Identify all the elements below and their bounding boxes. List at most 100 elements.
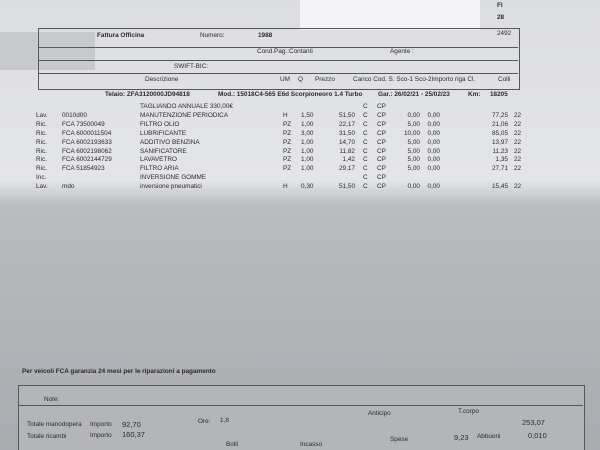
table-cell: C — [363, 174, 368, 182]
table-cell: C — [363, 165, 368, 173]
table-cell: PZ — [283, 120, 292, 128]
table-cell: FCA 6000011504 — [62, 129, 112, 137]
table-cell: CP — [377, 111, 386, 119]
table-cell: mdo — [62, 183, 75, 191]
table-cell: 51,50 — [339, 183, 355, 191]
table-cell: 0,00 — [427, 120, 440, 128]
table-cell: 0,00 — [427, 183, 440, 191]
table-cell: 0,00 — [427, 129, 440, 137]
table-cell: C — [363, 120, 368, 128]
text: Cond.Pag.:Contanti — [257, 48, 313, 55]
table-cell: CP — [377, 165, 386, 173]
table-cell: 5,00 — [407, 156, 420, 164]
table-cell: CP — [377, 174, 386, 182]
table-cell: 85,05 — [492, 129, 508, 137]
header-box — [38, 28, 520, 90]
totals-box — [18, 385, 585, 450]
table-cell: SANIFICATORE — [140, 147, 187, 155]
table-cell: 3,00 — [301, 129, 314, 137]
table-cell: C — [363, 183, 368, 191]
table-cell: 29,17 — [339, 165, 355, 173]
table-cell: Ric. — [36, 129, 48, 137]
table-cell: PZ — [283, 138, 292, 146]
column-header: Q — [298, 76, 303, 83]
table-cell: 0,00 — [427, 156, 440, 164]
table-cell: 1,00 — [301, 147, 314, 155]
table-cell: FCA 73500049 — [62, 120, 105, 128]
table-cell: PZ — [283, 165, 292, 173]
table-cell: 5,00 — [407, 120, 420, 128]
text: Per veicoli FCA garanzia 24 mesi per le … — [22, 368, 216, 375]
table-cell: C — [363, 103, 368, 110]
rule — [38, 60, 518, 61]
table-cell: CP — [377, 147, 386, 155]
text: 2492 — [497, 30, 512, 37]
table-cell: CP — [377, 103, 386, 110]
table-cell: FILTRO ARIA — [140, 165, 179, 173]
table-cell: 1,42 — [342, 156, 355, 164]
table-cell: 1,00 — [301, 138, 314, 146]
table-cell: 5,00 — [407, 165, 420, 173]
table-cell: 1,50 — [301, 111, 314, 119]
table-cell: 22 — [514, 165, 522, 173]
table-cell: H — [283, 111, 288, 119]
column-header: Colli — [498, 76, 511, 83]
text: Ore: — [198, 418, 211, 425]
table-cell: inversione pneumatici — [140, 183, 202, 191]
text: Anticipo — [368, 410, 391, 417]
table-cell: 77,25 — [492, 111, 508, 119]
table-cell: Inc. — [36, 174, 47, 182]
table-cell: PZ — [283, 147, 292, 155]
text: Totale ricambi — [27, 433, 67, 440]
table-cell: 10,00 — [404, 129, 420, 137]
redacted — [300, 0, 480, 30]
table-cell: 22 — [514, 147, 522, 155]
table-cell: 13,97 — [492, 138, 508, 146]
text: Mod.: 15018C4-565 E6d Scorpioneoro 1.4 T… — [218, 91, 363, 98]
rule — [38, 47, 518, 48]
table-cell: ADDITIVO BENZINA — [140, 138, 200, 146]
table-cell: 51,50 — [339, 111, 355, 119]
rule — [18, 405, 583, 406]
text: 1,8 — [220, 417, 229, 424]
text: Gar.: 26/02/21 - 25/02/23 — [378, 91, 450, 98]
text: Telaio: ZFA3120000JD94818 — [105, 91, 190, 98]
table-cell: 15,45 — [492, 183, 508, 191]
table-cell: 22 — [514, 138, 522, 146]
table-cell: Ric. — [36, 138, 48, 146]
text: Agente : — [390, 48, 414, 55]
table-cell: 11,82 — [339, 147, 355, 155]
table-cell: 22 — [514, 111, 522, 119]
text: Abbuoni — [477, 433, 501, 440]
column-header: Carico Cod. S. Sco-1 Sco-2Importo riga C… — [353, 76, 476, 83]
table-cell: 21,06 — [492, 120, 508, 128]
title: Fattura Officina — [97, 32, 145, 39]
table-cell: 1,00 — [301, 156, 314, 164]
text: Totale manodopera — [27, 421, 82, 428]
column-header: Prezzo — [315, 76, 335, 83]
text: 28 — [497, 14, 505, 21]
table-cell: TAGLIANDO ANNUALE 330,00€ — [140, 103, 233, 110]
text: Incasso — [300, 441, 323, 448]
table-cell: Lav. — [36, 183, 48, 191]
redacted — [0, 32, 95, 70]
table-cell: PZ — [283, 156, 292, 164]
table-cell: FCA 6002198062 — [62, 147, 112, 155]
table-cell: 22 — [514, 183, 522, 191]
table-cell: C — [363, 156, 368, 164]
table-cell: C — [363, 129, 368, 137]
text: Km: — [468, 91, 481, 98]
table-cell: FCA 6002193633 — [62, 138, 112, 146]
text: Importo — [90, 421, 112, 428]
text: SWIFT-BIC: — [174, 63, 209, 70]
column-header: UM — [280, 76, 290, 83]
table-cell: 22,17 — [339, 120, 355, 128]
table-cell: CP — [377, 183, 386, 191]
table-cell: 31,50 — [339, 129, 355, 137]
table-cell: C — [363, 138, 368, 146]
table-cell: 0,00 — [427, 111, 440, 119]
table-cell: Ric. — [36, 120, 48, 128]
table-cell: 0010d00 — [62, 111, 87, 119]
table-cell: 0,00 — [407, 111, 420, 119]
table-cell: FCA 6002144729 — [62, 156, 112, 164]
